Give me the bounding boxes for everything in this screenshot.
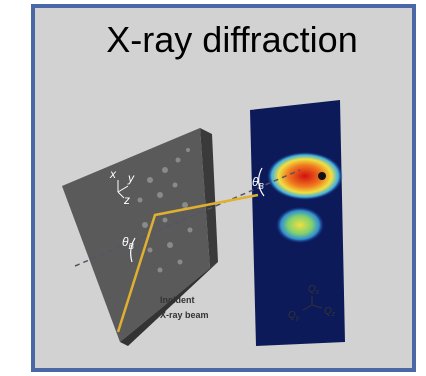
- diffuse-peak: [276, 207, 324, 243]
- angle-subscript: B: [129, 242, 135, 251]
- title: X-ray diffraction: [106, 19, 357, 60]
- axis-label: y: [127, 171, 135, 185]
- q-subscript: x: [315, 289, 320, 296]
- bragg-peak: [267, 152, 343, 200]
- axis-label: x: [109, 167, 117, 181]
- q-subscript: y: [295, 315, 300, 322]
- beamstop: [318, 172, 326, 180]
- axis-label: z: [123, 193, 130, 207]
- angle-subscript: B: [259, 182, 265, 191]
- beam-label: X-ray beam: [160, 310, 209, 320]
- diagram: X-ray diffraction x y z θB θB Incident X…: [0, 0, 426, 376]
- q-subscript: z: [331, 311, 336, 318]
- beam-label: Incident: [160, 295, 195, 305]
